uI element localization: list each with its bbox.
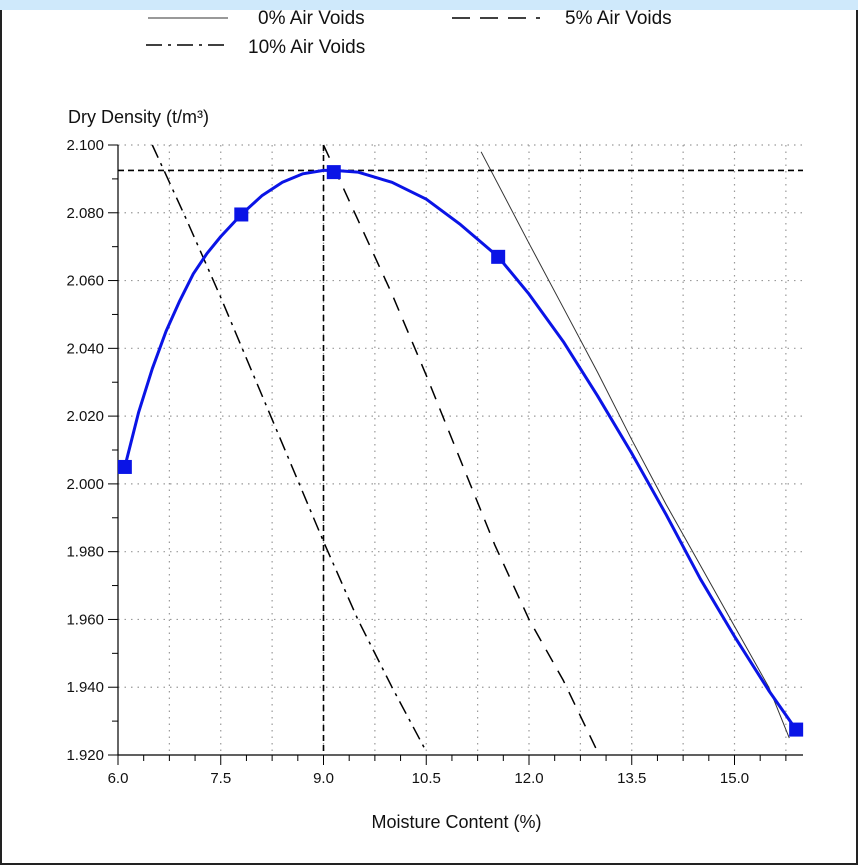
title-bar <box>0 0 858 10</box>
legend-label-0-air-voids: 0% Air Voids <box>258 8 365 29</box>
y-tick-label: 1.980 <box>66 544 104 561</box>
legend: 0% Air Voids 5% Air Voids 10% Air Voids <box>146 8 672 58</box>
x-tick-label: 15.0 <box>720 770 749 787</box>
x-tick-label: 12.0 <box>514 770 543 787</box>
legend-label-5-air-voids: 5% Air Voids <box>565 8 672 29</box>
compaction-curve <box>123 168 798 731</box>
data-point-marker <box>234 207 249 222</box>
compaction-curve-layer <box>117 165 804 737</box>
y-tick-label: 2.080 <box>66 205 104 222</box>
y-tick-label: 1.960 <box>66 611 104 628</box>
data-point-marker <box>789 722 804 737</box>
data-point-marker <box>117 459 132 474</box>
y-tick-label: 2.000 <box>66 476 104 493</box>
air-voids-10-line <box>151 144 427 752</box>
zero-air-voids-line <box>480 151 790 739</box>
y-axis-label: Dry Density (t/m³) <box>68 107 209 127</box>
y-tick-label: 1.940 <box>66 679 104 696</box>
data-point-marker <box>326 165 341 180</box>
axes-layer: 1.920 1.940 1.960 1.980 2.000 2.020 2.040 2.060… <box>66 137 803 787</box>
y-tick-label: 1.920 <box>66 747 104 764</box>
x-tick-label: 10.5 <box>412 770 441 787</box>
x-axis-label: Moisture Content (%) <box>371 812 541 832</box>
x-tick-label: 6.0 <box>108 770 129 787</box>
legend-label-10-air-voids: 10% Air Voids <box>248 37 365 58</box>
x-tick-label: 7.5 <box>210 770 231 787</box>
x-tick-label: 9.0 <box>313 770 334 787</box>
y-tick-label: 2.020 <box>66 408 104 425</box>
y-tick-label: 2.060 <box>66 273 104 290</box>
y-tick-label: 2.040 <box>66 340 104 357</box>
air-voids-lines <box>118 144 803 755</box>
x-tick-label: 13.5 <box>617 770 646 787</box>
data-point-marker <box>491 249 506 264</box>
y-tick-label: 2.100 <box>66 137 104 154</box>
air-voids-5-line <box>322 144 599 752</box>
